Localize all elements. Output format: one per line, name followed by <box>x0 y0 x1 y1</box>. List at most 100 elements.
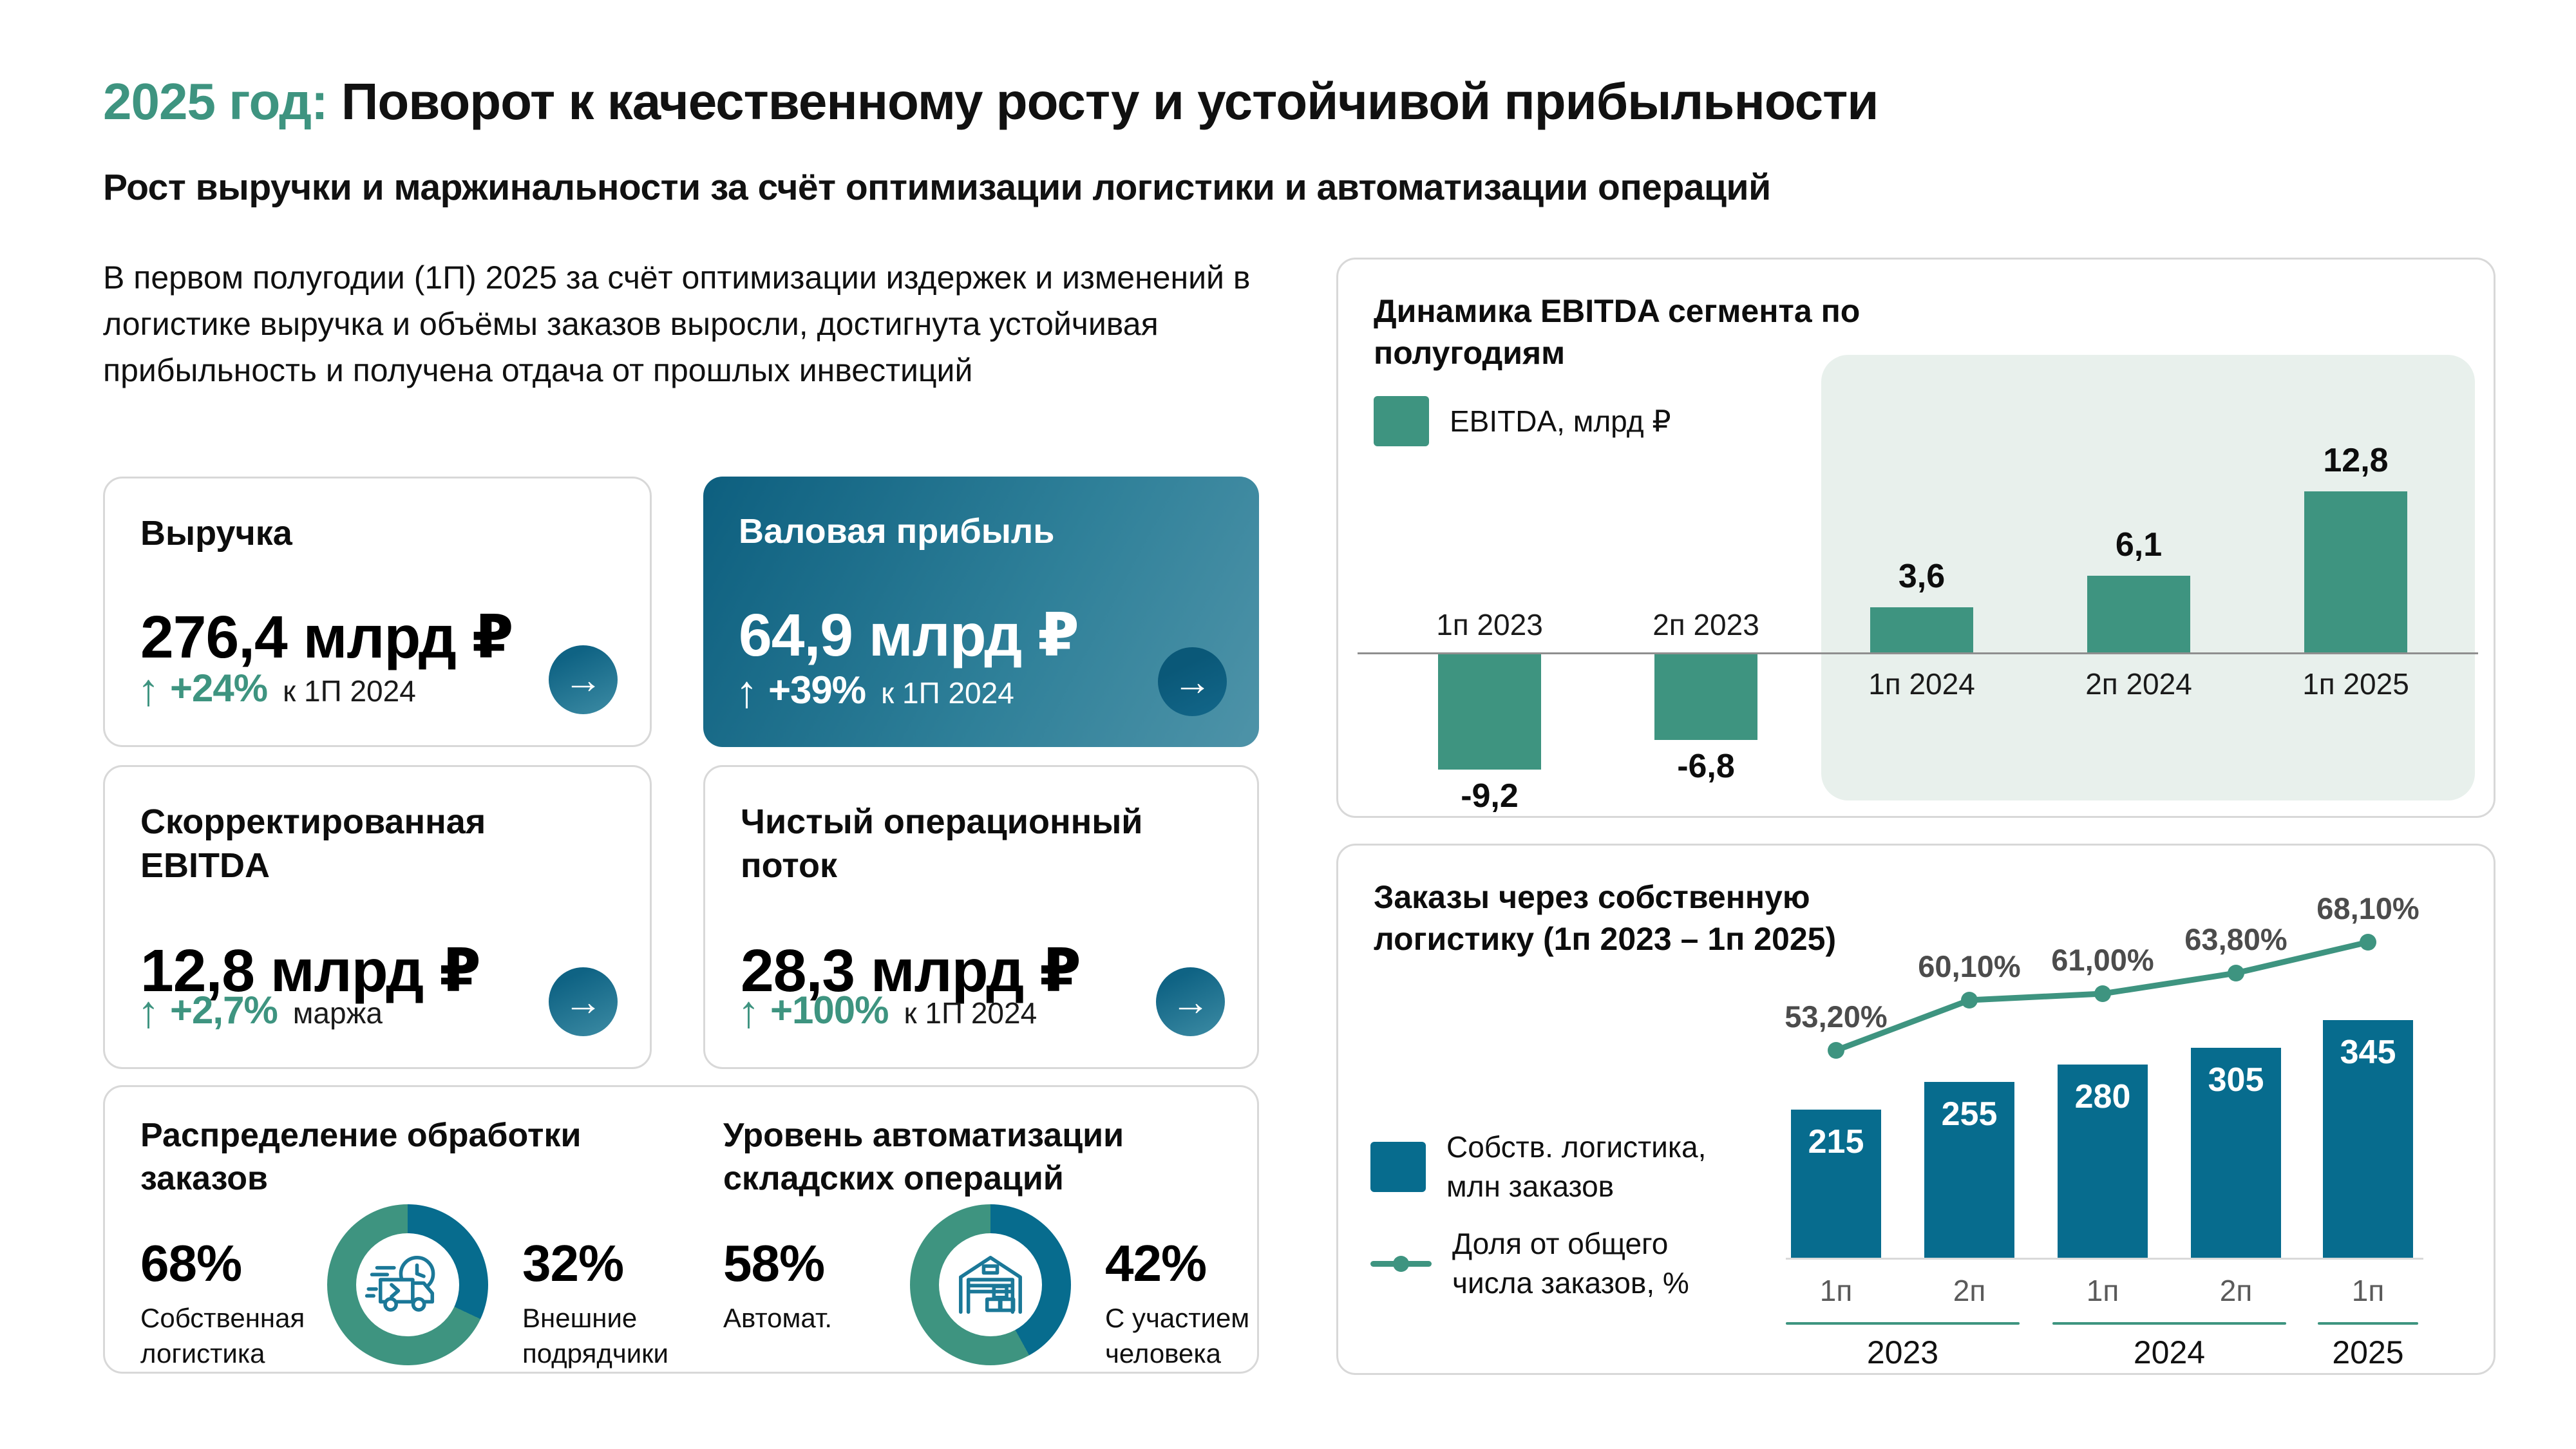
bar-category-label: 2п 2024 <box>2085 667 2192 701</box>
kpi-delta: ↑ +39% к 1П 2024 <box>735 662 1014 717</box>
year-label: 2024 <box>2133 1334 2206 1370</box>
stat-automated: 58% Автомат. <box>723 1234 884 1336</box>
section-title: Распределение обработки заказов <box>140 1117 582 1197</box>
delta-value: +100% <box>770 989 889 1032</box>
bar-value-label: -6,8 <box>1677 748 1735 785</box>
share-percent-label: 61,00% <box>2051 943 2154 977</box>
stat-label: Автомат. <box>723 1303 833 1333</box>
stat-label: Внешние подрядчики <box>522 1303 669 1368</box>
arrow-up-icon: ↑ <box>137 987 160 1037</box>
arrow-up-icon: ↑ <box>735 667 758 717</box>
warehouse-automation-section: Уровень автоматизации складских операций… <box>688 1087 1255 1372</box>
orders-line-legend: Доля от общего числа заказов, % <box>1370 1224 1731 1302</box>
share-dot <box>2228 965 2244 981</box>
warehouse-automation-donut <box>910 1204 1071 1365</box>
delta-value: +24% <box>170 667 268 710</box>
distribution-card: Распределение обработки заказов 68% Собс… <box>103 1085 1259 1374</box>
delta-value: +2,7% <box>170 989 278 1032</box>
share-dot <box>1828 1042 1844 1059</box>
bar-category-label: 1п 2025 <box>2302 667 2409 701</box>
arrow-up-icon: ↑ <box>737 987 760 1037</box>
line-marker-icon <box>1370 1238 1432 1289</box>
page-title-accent: 2025 год: <box>103 73 328 130</box>
stat-percent: 42% <box>1105 1235 1207 1292</box>
stat-human-assisted: 42% С участием человека <box>1105 1234 1266 1371</box>
zero-axis-line <box>1358 652 2478 654</box>
share-percent-label: 53,20% <box>1785 999 1888 1034</box>
share-dot <box>2094 985 2111 1002</box>
orders-chart-card: Заказы через собственную логистику (1п 2… <box>1336 844 2496 1375</box>
bar-category-label: 1п 2024 <box>1868 667 1975 701</box>
kpi-card-gross-profit: Валовая прибыль 64,9 млрд ₽ ↑ +39% к 1П … <box>703 477 1259 747</box>
chart-title: Динамика EBITDA сегмента по полугодиям <box>1374 293 1861 371</box>
year-label: 2025 <box>2332 1334 2404 1370</box>
page-title: 2025 год: Поворот к качественному росту … <box>103 72 1879 131</box>
kpi-value: 276,4 млрд ₽ <box>140 603 514 670</box>
delta-context: к 1П 2024 <box>881 676 1014 710</box>
period-label: 2п <box>1953 1274 1986 1307</box>
arrow-up-icon: ↑ <box>137 665 160 715</box>
details-button[interactable]: → <box>1156 967 1225 1036</box>
details-button[interactable]: → <box>1158 647 1227 716</box>
bar-category-label: 1п 2023 <box>1436 608 1543 641</box>
kpi-card-revenue: Выручка 276,4 млрд ₽ ↑ +24% к 1П 2024 → <box>103 477 652 747</box>
period-label: 1п <box>2086 1274 2119 1307</box>
page-title-rest: Поворот к качественному росту и устойчив… <box>327 73 1879 130</box>
ebitda-bar <box>1438 654 1541 770</box>
share-dot <box>2360 934 2376 951</box>
stat-external-contractors: 32% Внешние подрядчики <box>522 1234 683 1371</box>
bar-value-label: 345 <box>2340 1034 2396 1071</box>
year-underline <box>2318 1322 2418 1325</box>
bar-value-label: 12,8 <box>2323 442 2389 479</box>
ebitda-chart-canvas: -9,2 1п 2023 -6,8 2п 2023 3,6 1п 2024 6,1 2п 20… <box>1338 260 2497 820</box>
share-dot <box>1961 992 1978 1009</box>
bar-value-label: 215 <box>1808 1123 1864 1160</box>
kpi-delta: ↑ +24% к 1П 2024 <box>137 660 416 715</box>
stat-label: Собственная логистика <box>140 1303 305 1368</box>
ebitda-bar <box>2304 491 2407 652</box>
truck-icon <box>365 1255 435 1312</box>
period-label: 1п <box>2351 1274 2385 1307</box>
orders-bar <box>1791 1110 1881 1258</box>
share-percent-label: 68,10% <box>2316 891 2420 925</box>
kpi-title: Валовая прибыль <box>739 512 1055 551</box>
orders-bar <box>2323 1020 2413 1258</box>
donut-hole <box>939 1233 1042 1336</box>
bar-category-label: 2п 2023 <box>1653 608 1759 641</box>
details-button[interactable]: → <box>549 967 618 1036</box>
share-percent-label: 63,80% <box>2184 922 2287 956</box>
chart-title: Заказы через собственную логистику (1п 2… <box>1374 879 1837 957</box>
delta-value: +39% <box>768 668 866 712</box>
bar-value-label: -9,2 <box>1461 777 1519 815</box>
bar-value-label: 305 <box>2208 1061 2264 1099</box>
section-title: Уровень автоматизации складских операций <box>723 1117 1124 1197</box>
kpi-title: Скорректированная EBITDA <box>140 802 486 885</box>
orders-bar <box>2191 1048 2281 1258</box>
kpi-title: Выручка <box>140 514 292 553</box>
stat-percent: 68% <box>140 1235 242 1292</box>
details-button[interactable]: → <box>549 645 618 714</box>
order-processing-section: Распределение обработки заказов 68% Собс… <box>105 1087 672 1372</box>
kpi-value: 64,9 млрд ₽ <box>739 601 1079 668</box>
bar-value-label: 255 <box>1941 1095 1998 1133</box>
bar-value-label: 280 <box>2074 1078 2131 1115</box>
intro-text: В первом полугодии (1П) 2025 за счёт опт… <box>103 260 1251 388</box>
kpi-value: 28,3 млрд ₽ <box>741 937 1081 1004</box>
page-subtitle: Рост выручки и маржинальности за счёт оп… <box>103 167 1771 208</box>
kpi-card-ebitda: Скорректированная EBITDA 12,8 млрд ₽ ↑ +… <box>103 765 652 1069</box>
bar-value-label: 3,6 <box>1898 558 1946 595</box>
ebitda-legend: EBITDA, млрд ₽ <box>1374 396 1671 446</box>
arrow-right-icon: → <box>564 658 603 701</box>
legend-label: EBITDA, млрд ₽ <box>1450 404 1671 438</box>
orders-bar <box>2058 1065 2148 1258</box>
stat-own-logistics: 68% Собственная логистика <box>140 1234 305 1371</box>
stat-percent: 32% <box>522 1235 624 1292</box>
delta-context: к 1П 2024 <box>904 996 1037 1030</box>
baseline <box>1786 1258 2423 1260</box>
ebitda-bar <box>1654 654 1757 740</box>
year-underline <box>2052 1322 2286 1325</box>
stat-percent: 58% <box>723 1235 825 1292</box>
delta-context: маржа <box>292 996 383 1030</box>
share-percent-label: 60,10% <box>1918 949 2021 983</box>
